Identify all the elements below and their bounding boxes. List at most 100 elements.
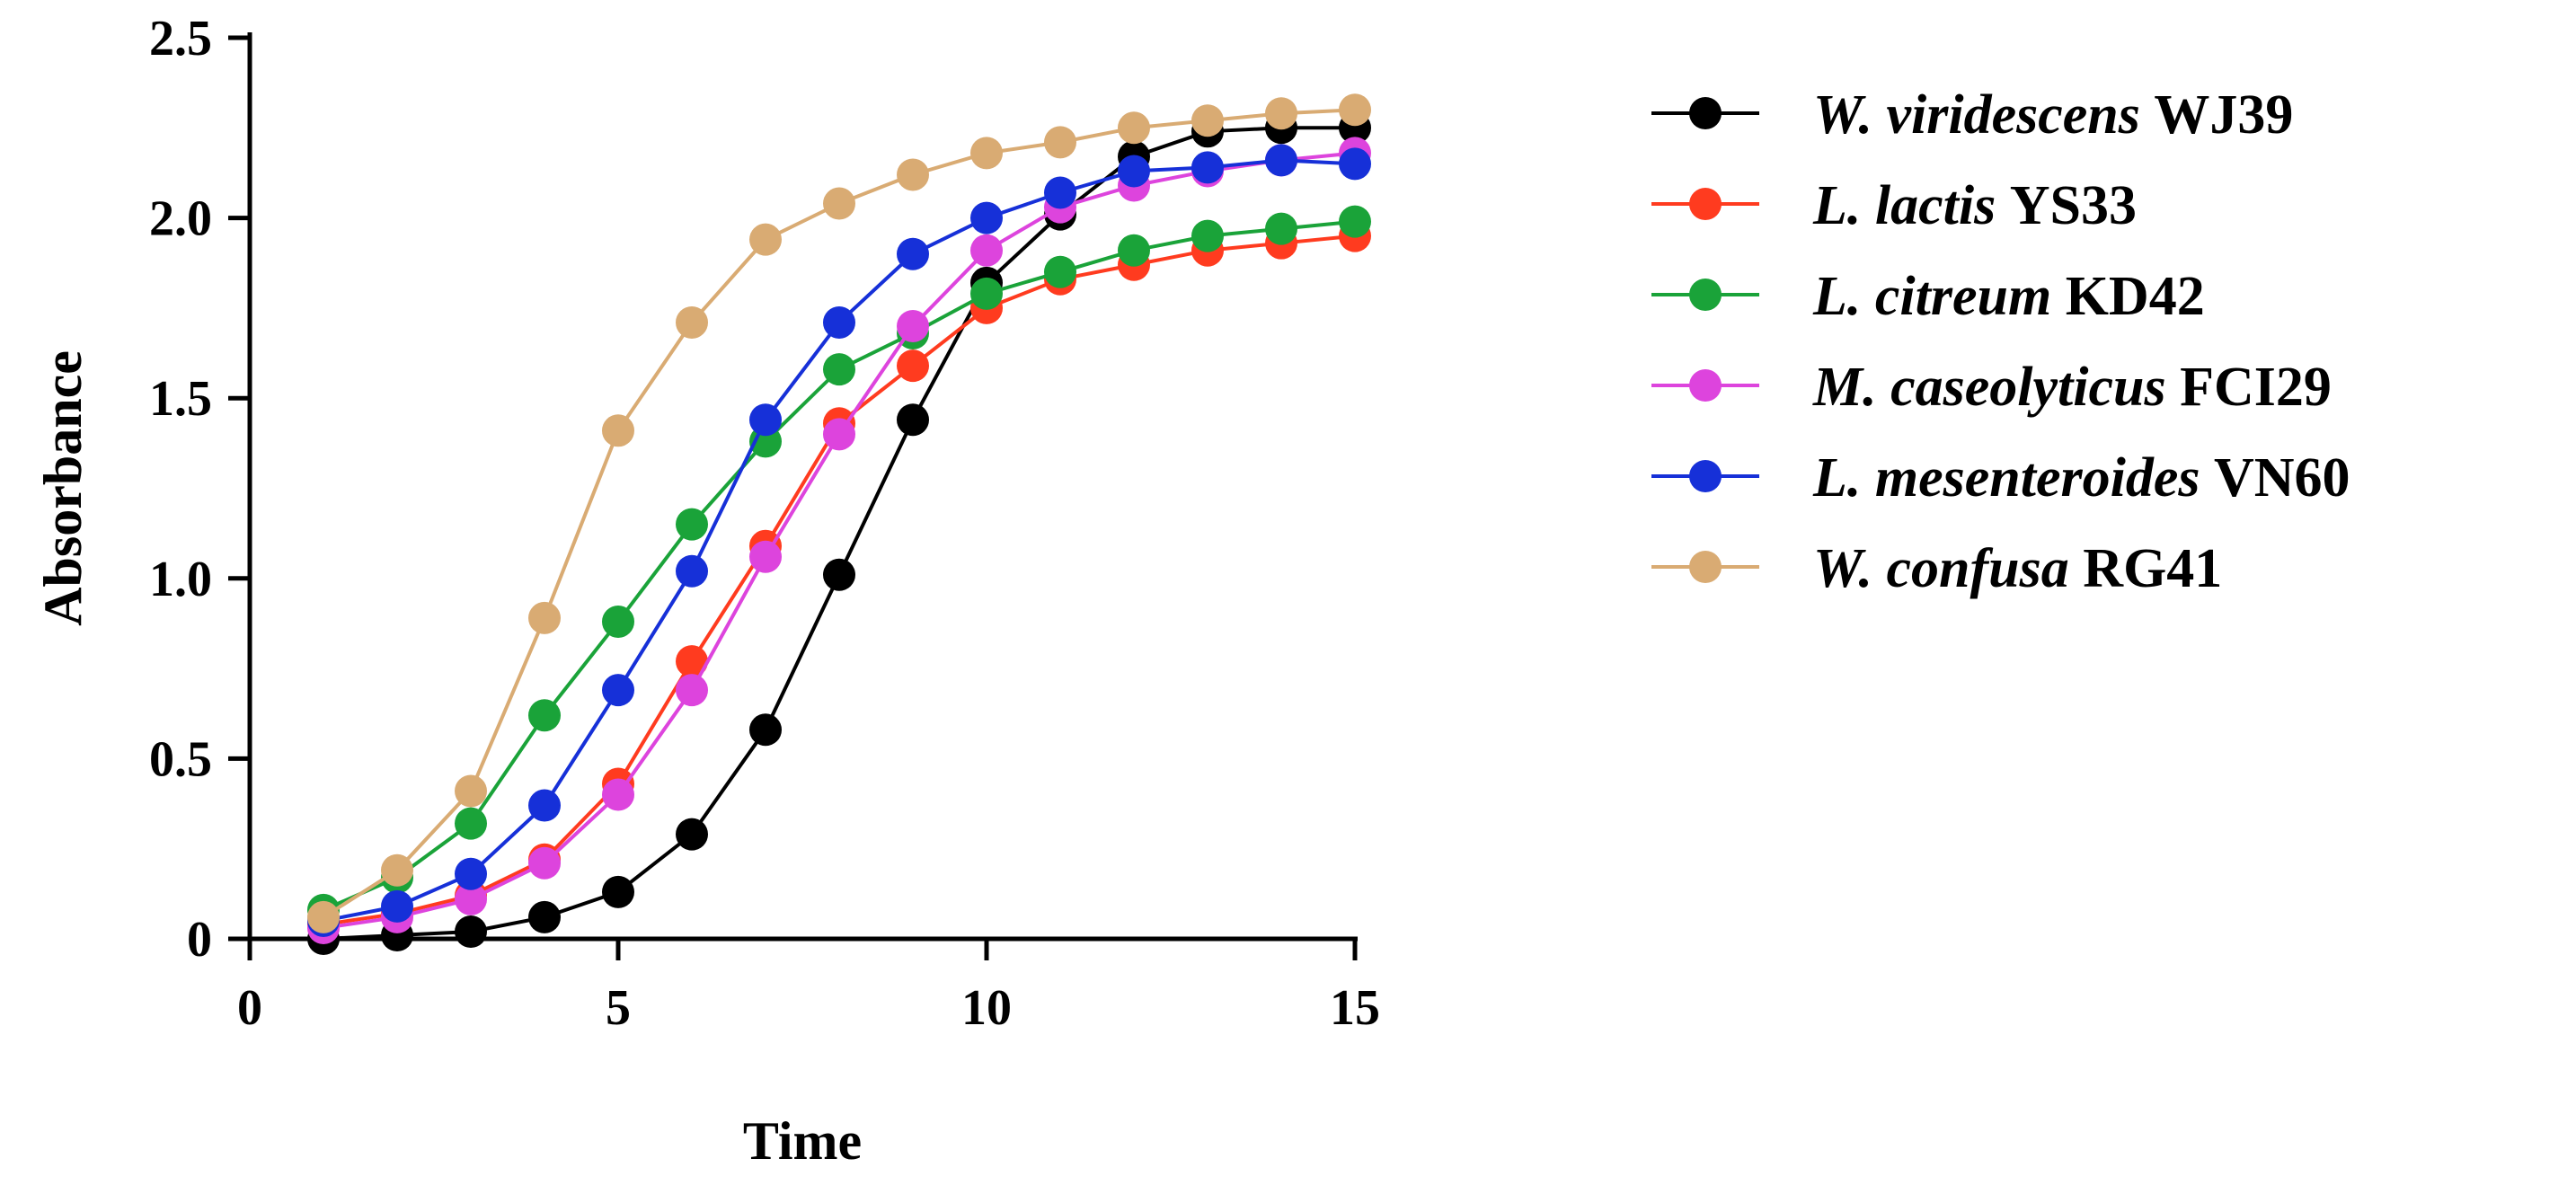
data-point <box>602 778 634 811</box>
data-point <box>1044 176 1076 209</box>
data-point <box>749 223 782 256</box>
legend-marker <box>1689 369 1722 402</box>
legend-label: L. mesenteroides VN60 <box>1812 447 2350 508</box>
data-point <box>676 645 708 678</box>
data-point <box>455 857 487 890</box>
series-line <box>323 158 1356 923</box>
data-point <box>1118 111 1150 145</box>
data-point <box>676 674 708 707</box>
data-point <box>1265 144 1297 177</box>
y-tick-label: 2.0 <box>149 191 212 247</box>
data-point <box>1044 255 1076 288</box>
data-point <box>602 605 634 638</box>
y-axis-title: Absorbance <box>33 350 93 626</box>
legend-label: M. caseolyticus FCI29 <box>1812 357 2332 418</box>
y-tick-label: 0 <box>187 912 212 968</box>
legend-entry: L. lactis YS33 <box>1651 175 2137 236</box>
data-point <box>528 900 561 933</box>
legend-entry: M. caseolyticus FCI29 <box>1651 357 2332 418</box>
data-point <box>676 508 708 541</box>
data-point <box>528 789 561 822</box>
data-point <box>528 699 561 732</box>
data-point <box>1118 234 1150 267</box>
legend-label: W. confusa RG41 <box>1813 538 2222 599</box>
data-point <box>897 349 929 383</box>
y-tick-label: 1.5 <box>149 371 212 427</box>
data-point <box>823 558 855 591</box>
legend-marker <box>1689 460 1722 492</box>
data-point <box>1044 126 1076 159</box>
series-6 <box>307 93 1371 933</box>
data-point <box>823 353 855 386</box>
data-point <box>897 403 929 437</box>
data-point <box>1191 151 1224 184</box>
legend-species: W. confusa <box>1813 538 2083 599</box>
legend-strain: VN60 <box>2214 447 2350 508</box>
x-tick-label: 0 <box>237 980 262 1036</box>
legend-marker <box>1689 97 1722 129</box>
data-point <box>1339 147 1371 181</box>
data-point <box>381 889 413 923</box>
data-point <box>749 713 782 747</box>
data-point <box>970 201 1003 234</box>
data-point <box>676 818 708 851</box>
x-axis-title: Time <box>743 1111 862 1171</box>
legend-species: L. citreum <box>1812 266 2066 327</box>
legend-entry: L. citreum KD42 <box>1651 266 2205 327</box>
data-point <box>381 853 413 887</box>
data-point <box>1191 219 1224 252</box>
legend-label: W. viridescens WJ39 <box>1813 84 2293 146</box>
data-point <box>1265 212 1297 245</box>
data-point <box>455 807 487 840</box>
data-point <box>528 846 561 880</box>
legend-strain: WJ39 <box>2154 84 2293 146</box>
data-point <box>970 137 1003 170</box>
legend-entry: L. mesenteroides VN60 <box>1651 447 2350 508</box>
x-tick-label: 5 <box>606 980 631 1036</box>
data-point <box>602 674 634 707</box>
legend: W. viridescens WJ39 L. lactis YS33 L. citr… <box>1651 84 2350 599</box>
data-point <box>676 554 708 588</box>
data-point <box>455 882 487 915</box>
data-point <box>602 875 634 908</box>
legend-strain: RG41 <box>2083 538 2222 599</box>
series-3 <box>307 205 1371 926</box>
data-point <box>1118 155 1150 188</box>
data-point <box>602 414 634 447</box>
legend-species: L. lactis <box>1812 175 2010 236</box>
data-point <box>1265 97 1297 130</box>
data-point <box>1339 205 1371 238</box>
legend-strain: FCI29 <box>2180 357 2332 418</box>
legend-species: L. mesenteroides <box>1812 447 2214 508</box>
legend-label: L. lactis YS33 <box>1812 175 2137 236</box>
data-point <box>455 774 487 808</box>
data-point <box>1339 93 1371 127</box>
data-point <box>1191 104 1224 137</box>
legend-strain: KD42 <box>2066 266 2205 327</box>
data-point <box>307 900 340 933</box>
data-point <box>897 158 929 191</box>
data-point <box>749 403 782 437</box>
data-point <box>823 305 855 339</box>
data-point <box>970 277 1003 310</box>
data-point <box>970 234 1003 267</box>
legend-label: L. citreum KD42 <box>1812 266 2205 327</box>
data-point <box>455 915 487 948</box>
legend-species: M. caseolyticus <box>1812 357 2180 418</box>
data-point <box>823 187 855 220</box>
y-tick-label: 0.5 <box>149 731 212 787</box>
data-point <box>897 309 929 342</box>
legend-entry: W. confusa RG41 <box>1651 538 2222 599</box>
y-tick-label: 1.0 <box>149 552 212 607</box>
series-layer <box>307 93 1371 955</box>
axes: 0 0.5 1.0 1.5 2.0 2.5 0 5 10 15 <box>149 11 1380 1036</box>
data-point <box>676 305 708 339</box>
legend-entry: W. viridescens WJ39 <box>1651 84 2293 146</box>
x-tick-label: 15 <box>1330 980 1380 1036</box>
legend-species: W. viridescens <box>1813 84 2154 146</box>
legend-strain: YS33 <box>2010 175 2137 236</box>
data-point <box>528 601 561 634</box>
data-point <box>749 540 782 573</box>
